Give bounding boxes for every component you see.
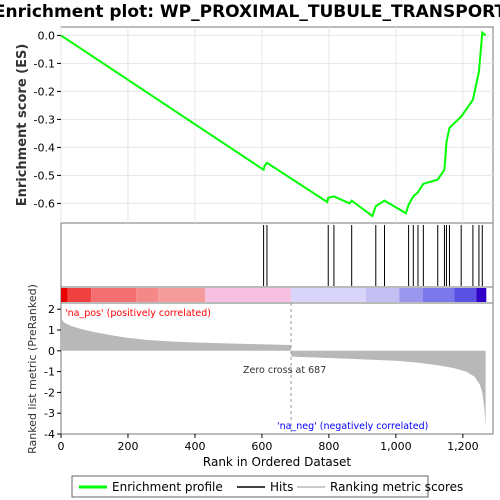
metric-y-tick-label: -2	[44, 386, 55, 399]
x-tick-label: 800	[318, 440, 339, 453]
x-tick-label: 0	[58, 440, 65, 453]
es-curve-group	[60, 30, 487, 218]
metric-y-tick-label: 0	[48, 345, 55, 358]
heatmap-segment	[454, 288, 477, 302]
x-tick-label: 400	[184, 440, 205, 453]
metric-y-tick-label: -1	[44, 366, 55, 379]
metric-y-tick-label: -4	[44, 428, 55, 441]
chart-title: Enrichment plot: WP_PROXIMAL_TUBULE_TRAN…	[0, 2, 500, 22]
metric-panel	[60, 302, 494, 435]
es-y-tick-label: -0.6	[34, 197, 55, 210]
x-tick-label: 1,000	[380, 440, 412, 453]
x-axis-label: Rank in Ordered Dataset	[203, 455, 351, 469]
es-y-tick-label: -0.1	[34, 57, 55, 70]
es-panel	[60, 26, 494, 224]
legend-hits-label: Hits	[270, 480, 293, 494]
hit-lines	[263, 225, 483, 286]
hits-panel	[60, 222, 494, 288]
es-curve	[60, 30, 487, 218]
heatmap-segment	[476, 288, 487, 302]
es-y-axis-label: Enrichment score (ES)	[15, 44, 30, 207]
heatmap-segment	[422, 288, 455, 302]
es-y-tick-label: -0.5	[34, 169, 55, 182]
heatmap-segment	[67, 288, 92, 302]
legend: Enrichment profile Hits Ranking metric s…	[71, 475, 463, 498]
na-neg-label: 'na_neg' (negatively correlated)	[277, 421, 428, 432]
metric-y-ticks: 2 1 0 -1 -2 -3 -4	[44, 303, 61, 441]
heatmap-segment	[399, 288, 423, 302]
heatmap-segment	[205, 288, 292, 302]
metric-y-tick-label: -3	[44, 407, 55, 420]
zero-cross-label: Zero cross at 687	[243, 365, 326, 376]
es-gridlines	[60, 27, 493, 223]
heatmap-segment	[91, 288, 137, 302]
x-ticks: 0 200 400 600 800 1,000 1,200	[58, 434, 479, 453]
es-y-tick-label: 0.0	[38, 29, 56, 42]
es-y-tick-label: -0.4	[34, 141, 55, 154]
metric-y-axis-label: Ranked list metric (PreRanked)	[26, 284, 39, 454]
rank-heatmap	[61, 288, 487, 302]
x-tick-label: 200	[117, 440, 138, 453]
heatmap-segment	[158, 288, 205, 302]
heatmap-segment	[365, 288, 400, 302]
es-y-tick-label: -0.3	[34, 113, 55, 126]
na-pos-label: 'na_pos' (positively correlated)	[65, 308, 211, 319]
es-y-tick-label: -0.2	[34, 85, 55, 98]
metric-profile-area	[61, 318, 486, 428]
heatmap-segment	[291, 288, 366, 302]
es-y-ticks: 0.0 -0.1 -0.2 -0.3 -0.4 -0.5 -0.6	[34, 29, 61, 210]
heatmap-segment	[136, 288, 159, 302]
x-tick-label: 600	[251, 440, 272, 453]
metric-y-tick-label: 1	[48, 324, 55, 337]
legend-es-label: Enrichment profile	[112, 480, 223, 494]
legend-metric-label: Ranking metric scores	[330, 480, 463, 494]
metric-y-tick-label: 2	[48, 303, 55, 316]
metric-group	[61, 303, 486, 434]
heatmap-segment	[61, 288, 68, 302]
x-tick-label: 1,200	[447, 440, 479, 453]
